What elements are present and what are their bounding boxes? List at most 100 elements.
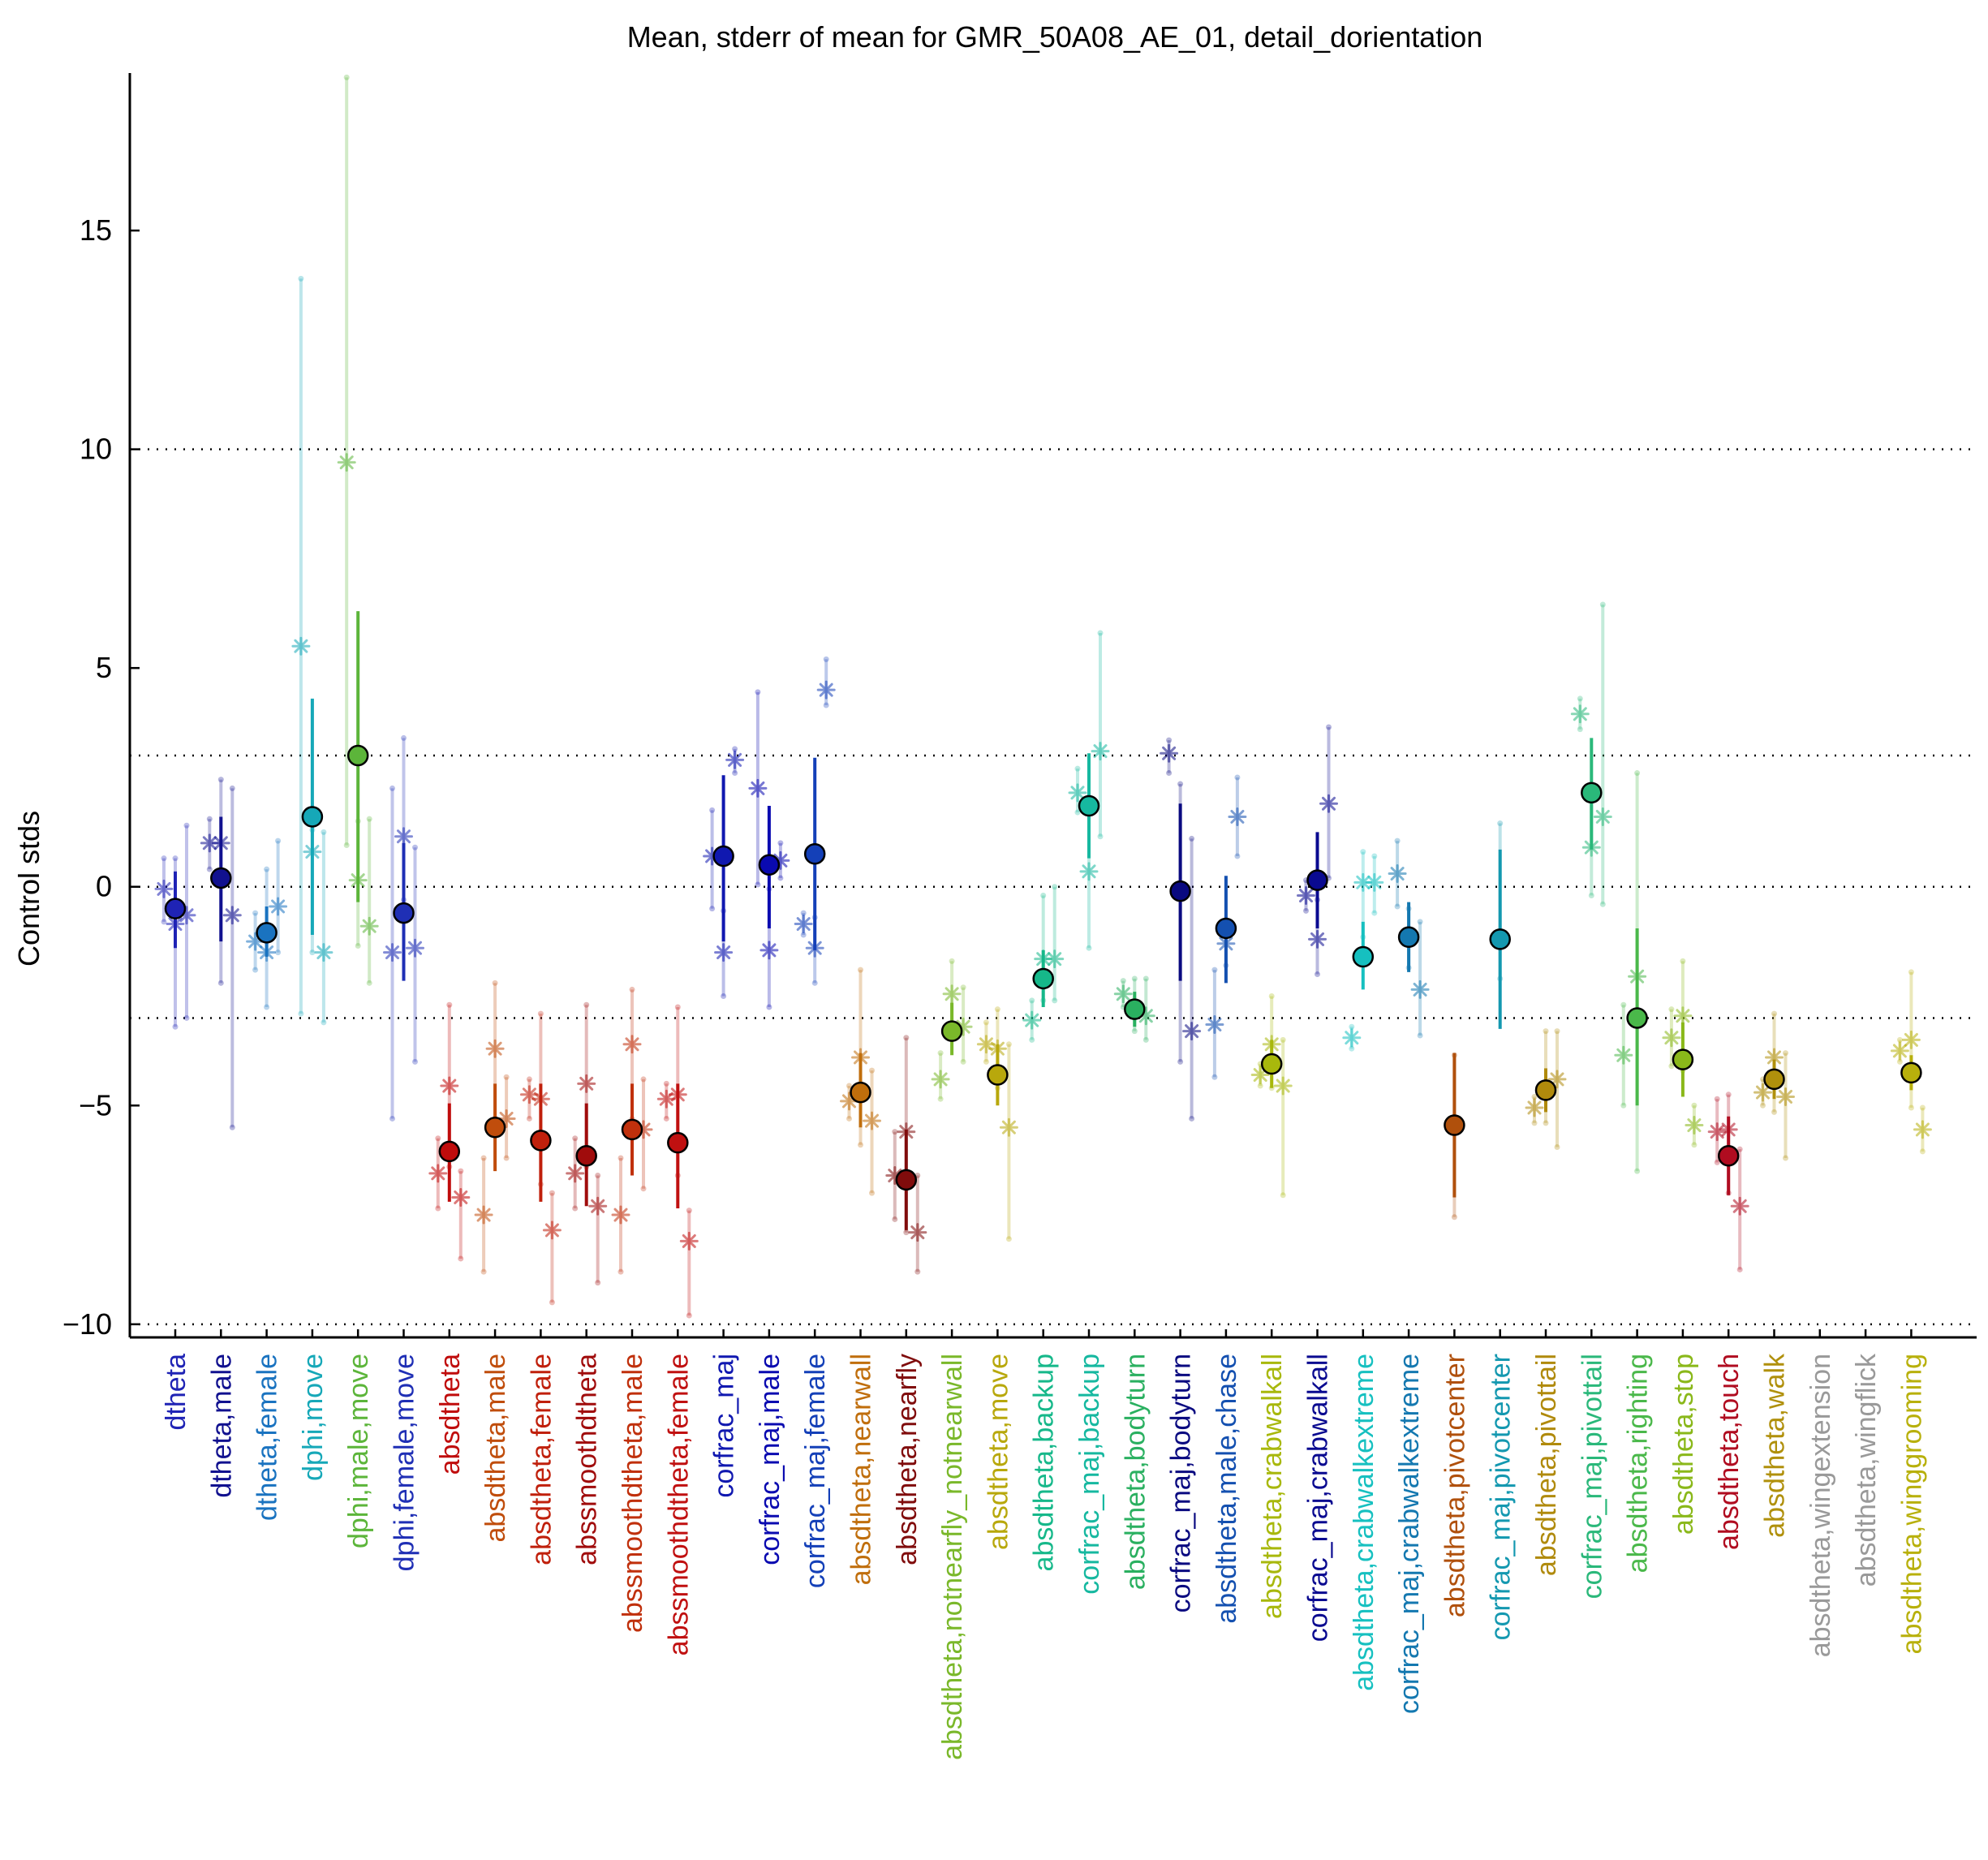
- category-group: [1707, 1091, 1749, 1272]
- star-marker-wrap: [794, 915, 813, 934]
- star-stroke: [1573, 707, 1587, 721]
- category-group: [1753, 1010, 1795, 1161]
- star-marker-wrap: [440, 1076, 459, 1096]
- star-error-cap: [1234, 853, 1241, 859]
- star-error-cap: [1040, 893, 1047, 899]
- star-stroke: [1595, 809, 1610, 824]
- star-marker-wrap: [1319, 794, 1338, 813]
- star-stroke: [1162, 746, 1177, 760]
- star-marker-wrap: [577, 1074, 596, 1093]
- star-marker: [1342, 1028, 1362, 1048]
- y-tick-label: −10: [62, 1307, 112, 1341]
- star-error-cap: [526, 1115, 532, 1122]
- star-error-cap: [1005, 1236, 1012, 1242]
- x-tick-label: absdtheta,move: [983, 1354, 1013, 1550]
- star-error-cap: [937, 1050, 944, 1057]
- star-error-cap: [275, 949, 282, 956]
- star-stroke: [751, 781, 765, 795]
- category-group: [1890, 969, 1932, 1155]
- star-marker-wrap: [1045, 949, 1065, 969]
- category-group: [246, 837, 288, 1010]
- x-tick-label: absdtheta,nearwall: [846, 1354, 877, 1585]
- star-error-cap: [321, 829, 327, 835]
- x-tick-label: dtheta: [161, 1354, 191, 1431]
- x-tick-label: absdtheta,notnearfly_notnearwall: [937, 1354, 968, 1760]
- star-error-cap: [777, 875, 784, 881]
- star-marker: [908, 1223, 927, 1242]
- star-error-cap: [161, 855, 167, 862]
- category-group: [794, 656, 836, 986]
- star-error-cap: [983, 1019, 989, 1026]
- star-error-cap: [811, 980, 818, 986]
- star-error-cap: [183, 1014, 190, 1021]
- x-tick-label: absdtheta,walk: [1760, 1353, 1791, 1538]
- star-error-cap: [1394, 903, 1401, 910]
- mean-marker: [1032, 967, 1054, 990]
- mean-marker: [1352, 945, 1375, 968]
- category-group: [1297, 724, 1338, 978]
- star-error-cap: [1326, 724, 1332, 730]
- category-group: [1614, 770, 1648, 1174]
- star-marker: [1890, 1041, 1909, 1061]
- star-error-cap: [1142, 975, 1149, 982]
- mean-marker: [1124, 998, 1146, 1020]
- star-error-cap: [892, 1129, 898, 1135]
- star-error-cap: [206, 866, 213, 872]
- star-error-cap: [343, 74, 350, 80]
- star-error-cap: [412, 844, 418, 850]
- star-marker-wrap: [1022, 1010, 1042, 1030]
- star-stroke: [1322, 796, 1336, 811]
- star-stroke: [1310, 932, 1324, 946]
- star-marker-wrap: [222, 906, 242, 925]
- star-error-cap: [1394, 837, 1401, 844]
- star-stroke: [1767, 1050, 1781, 1065]
- mean-marker: [1717, 1145, 1740, 1167]
- star-marker-wrap: [1570, 704, 1590, 724]
- star-error-cap: [1771, 1010, 1777, 1017]
- star-marker-wrap: [406, 938, 424, 958]
- star-error-cap: [617, 1268, 624, 1275]
- star-stroke: [522, 1087, 536, 1102]
- star-error-cap: [549, 1190, 555, 1196]
- mean-marker: [530, 1130, 552, 1152]
- x-tick-label: corfrac_maj: [709, 1354, 740, 1498]
- star-stroke: [1207, 1018, 1222, 1032]
- star-error-cap: [1620, 1001, 1627, 1008]
- mean-marker: [1763, 1068, 1785, 1091]
- star-error-cap: [298, 1010, 304, 1017]
- star-error-cap: [1029, 997, 1035, 1004]
- category-group: [1525, 1028, 1567, 1150]
- star-stroke: [1345, 1031, 1359, 1045]
- error-bars-layer: [154, 74, 1932, 1319]
- x-tick-label: absdtheta,winggrooming: [1896, 1354, 1927, 1654]
- y-tick-label: 15: [80, 213, 112, 247]
- star-marker-wrap: [337, 453, 356, 472]
- star-error-cap: [949, 958, 955, 964]
- star-stroke: [1664, 1031, 1679, 1045]
- star-error-cap: [766, 1004, 772, 1010]
- star-stroke: [488, 1041, 502, 1056]
- star-marker: [394, 827, 413, 846]
- star-marker: [542, 1221, 562, 1240]
- star-error-cap: [480, 1155, 487, 1161]
- y-tick-label: 5: [96, 651, 112, 684]
- star-marker-wrap: [1707, 1122, 1727, 1142]
- star-marker: [1901, 1030, 1921, 1049]
- star-error-cap: [366, 980, 372, 986]
- star-stroke: [796, 917, 811, 932]
- category-group: [566, 1001, 608, 1286]
- star-marker-wrap: [1160, 743, 1179, 763]
- mean-marker: [987, 1064, 1009, 1086]
- mean-marker: [1306, 869, 1328, 891]
- category-group: [840, 967, 881, 1196]
- x-tick-label: corfrac_maj,crabwalkextreme: [1394, 1354, 1425, 1714]
- category-group: [1388, 837, 1430, 1039]
- star-error-cap: [1543, 1120, 1549, 1126]
- star-stroke: [1710, 1125, 1724, 1139]
- star-marker-wrap: [1205, 1015, 1224, 1035]
- star-marker: [1753, 1083, 1772, 1102]
- star-error-cap: [1634, 1168, 1641, 1174]
- star-error-cap: [1189, 835, 1195, 842]
- star-stroke: [1616, 1048, 1631, 1062]
